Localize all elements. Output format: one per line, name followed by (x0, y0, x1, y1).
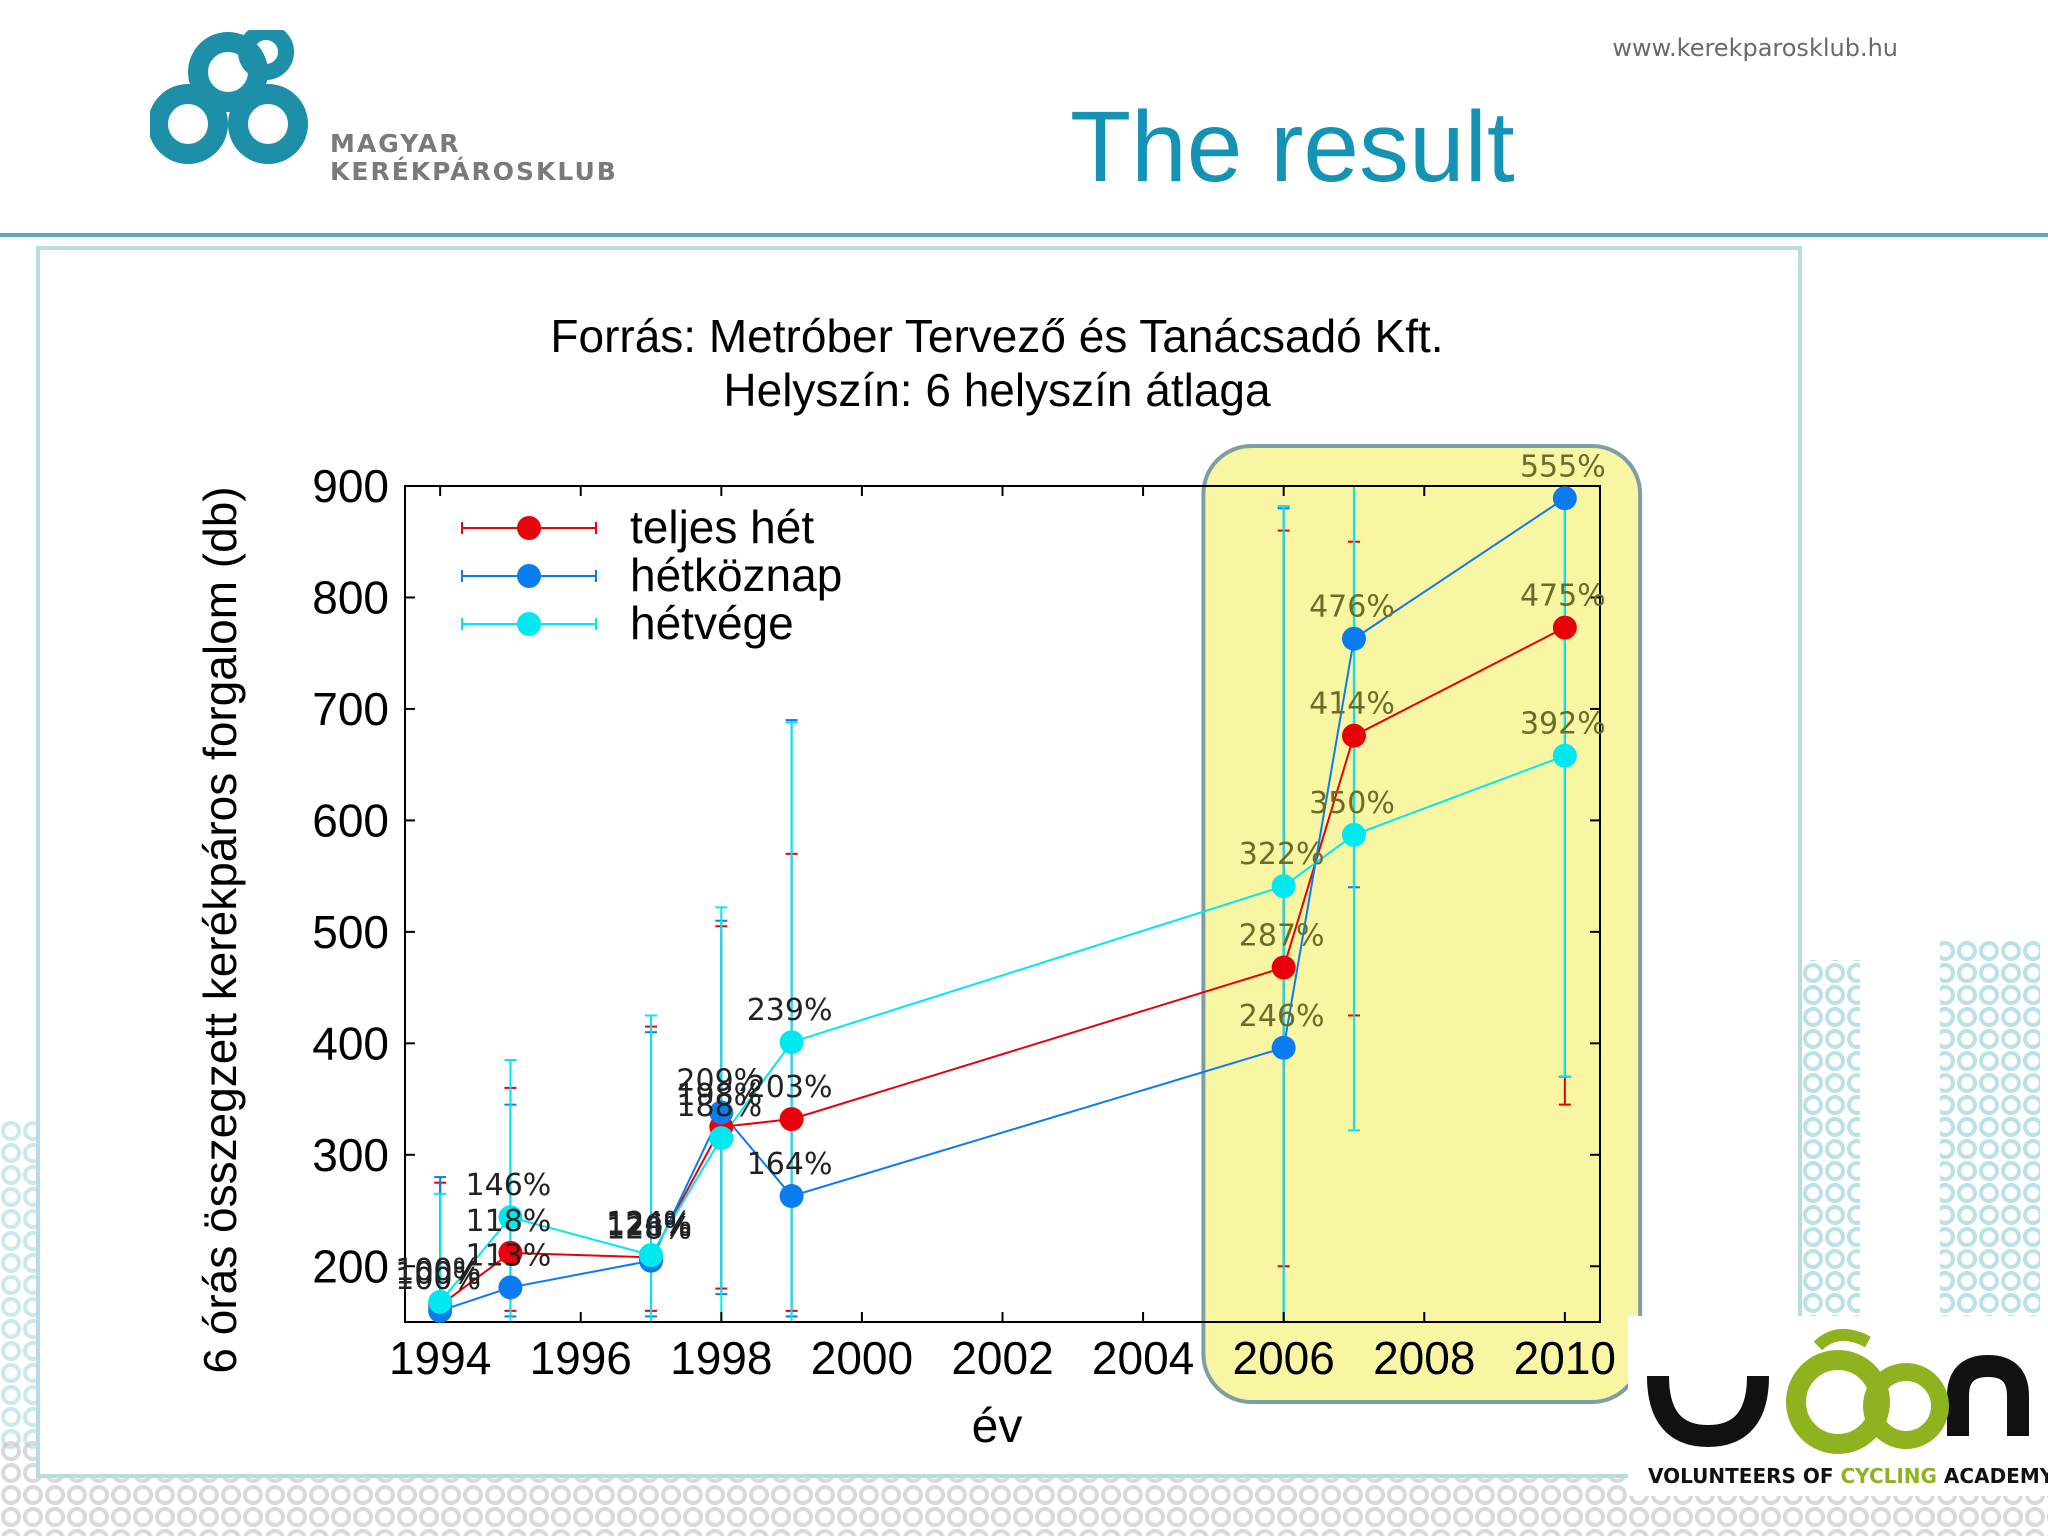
percent-labels: 100% 118% 126% 198%203% 287% 414% 475% 100%113%… (395, 449, 1605, 1297)
series-line-2 (439, 754, 1566, 1303)
slide-title: The result (1070, 91, 1515, 203)
x-tick-label: 2002 (951, 1332, 1053, 1384)
highlight-box (1201, 444, 1643, 1404)
data-label: 100% (395, 1262, 481, 1297)
line-chart: 1994 1996 1998 2000 2002 2004 2006 2008 2010 200 3… (194, 310, 1643, 1453)
x-tick-label: 2004 (1092, 1332, 1194, 1384)
data-point (1341, 822, 1366, 847)
y-tick-label: 600 (312, 794, 389, 846)
data-label: 414% (1309, 687, 1395, 722)
x-axis-label: év (972, 1400, 1023, 1453)
data-label: 188% (676, 1089, 762, 1124)
legend-label: hétköznap (630, 549, 842, 601)
legend-label: hétvége (630, 597, 794, 649)
data-label: 146% (466, 1168, 552, 1203)
data-point (1271, 1035, 1296, 1060)
data-point (1552, 743, 1577, 768)
data-label: 128% (606, 1212, 692, 1247)
data-point (498, 1240, 523, 1265)
y-tick-label: 500 (312, 906, 389, 958)
series-line-1 (439, 497, 1566, 1312)
y-tick-label: 900 (312, 460, 389, 512)
website-url: www.kerekparosklub.hu (1612, 34, 1898, 62)
data-label: 164% (747, 1147, 833, 1182)
data-label: 287% (1239, 919, 1325, 954)
data-point (1271, 874, 1296, 899)
chart-title-line2: Helyszín: 6 helyszín átlaga (723, 364, 1271, 416)
data-point (498, 1205, 523, 1230)
data-label: 239% (747, 993, 833, 1028)
x-tick-label: 1998 (670, 1332, 772, 1384)
slide-header: MAGYAR KERÉKPÁROSKLUB www.kerekparosklub… (0, 0, 2048, 236)
header-divider (0, 233, 2048, 237)
y-tick-label: 300 (312, 1129, 389, 1181)
y-tick-label: 400 (312, 1017, 389, 1069)
data-label: 100% (395, 1256, 481, 1291)
x-tick-label: 2008 (1373, 1332, 1475, 1384)
data-label: 209% (676, 1063, 762, 1098)
y-tick-label: 700 (312, 683, 389, 735)
data-point (709, 1100, 734, 1125)
data-point (428, 1289, 453, 1314)
uvca-logo: VOLUNTEERS OF CYCLING ACADEMY (1628, 1316, 2048, 1496)
data-label: 476% (1309, 590, 1395, 625)
axis-ticks: 1994 1996 1998 2000 2002 2004 2006 2008 2010 200 3… (312, 460, 1616, 1384)
chart-title-line1: Forrás: Metróber Tervező és Tanácsadó Kf… (550, 310, 1443, 362)
chart-panel: 1994 1996 1998 2000 2002 2004 2006 2008 2010 200 3… (36, 246, 1802, 1478)
data-point (1552, 486, 1577, 511)
magyar-kerekparosklub-logo: MAGYAR KERÉKPÁROSKLUB (148, 24, 670, 210)
data-label: 392% (1520, 707, 1606, 742)
legend-marker (517, 516, 541, 540)
logo-line2: KERÉKPÁROSKLUB (330, 157, 618, 186)
data-label: 475% (1520, 579, 1606, 614)
y-axis-label: 6 órás összegzett kerékpáros forgalom (d… (194, 486, 246, 1373)
x-tick-label: 2010 (1514, 1332, 1616, 1384)
y-tick-label: 800 (312, 571, 389, 623)
x-tick-label: 2000 (811, 1332, 913, 1384)
series-lines (439, 497, 1566, 1312)
data-label: 555% (1520, 449, 1606, 484)
data-point (779, 1030, 804, 1055)
x-tick-label: 1994 (389, 1332, 491, 1384)
series-line-0 (439, 626, 1566, 1307)
series-points (428, 486, 1577, 1323)
data-point (779, 1107, 804, 1132)
data-label: 198% (676, 1078, 762, 1113)
data-label: 350% (1309, 786, 1395, 821)
data-label: 113% (466, 1238, 552, 1273)
legend-label: teljes hét (630, 501, 814, 553)
data-label: 246% (1239, 999, 1325, 1034)
data-point (498, 1275, 523, 1300)
decorative-circle-pattern-right (1780, 940, 2040, 1340)
data-point (639, 1243, 664, 1268)
x-tick-label: 2006 (1233, 1332, 1335, 1384)
data-label: 124% (606, 1206, 692, 1241)
legend-marker (517, 612, 541, 636)
uvca-caption: VOLUNTEERS OF CYCLING ACADEMY (1648, 1464, 2048, 1488)
data-point (1271, 955, 1296, 980)
legend-marker (517, 564, 541, 588)
data-label: 203% (747, 1070, 833, 1105)
data-point (1341, 723, 1366, 748)
data-point (1341, 626, 1366, 651)
data-point (779, 1184, 804, 1209)
logo-line1: MAGYAR (330, 129, 461, 158)
data-label: 118% (466, 1204, 552, 1239)
data-point (1552, 615, 1577, 640)
data-label: 126% (606, 1208, 692, 1243)
data-point (709, 1126, 734, 1151)
data-label: 322% (1239, 837, 1325, 872)
x-tick-label: 1996 (530, 1332, 632, 1384)
y-tick-label: 200 (312, 1240, 389, 1292)
data-label: 100% (395, 1253, 481, 1288)
